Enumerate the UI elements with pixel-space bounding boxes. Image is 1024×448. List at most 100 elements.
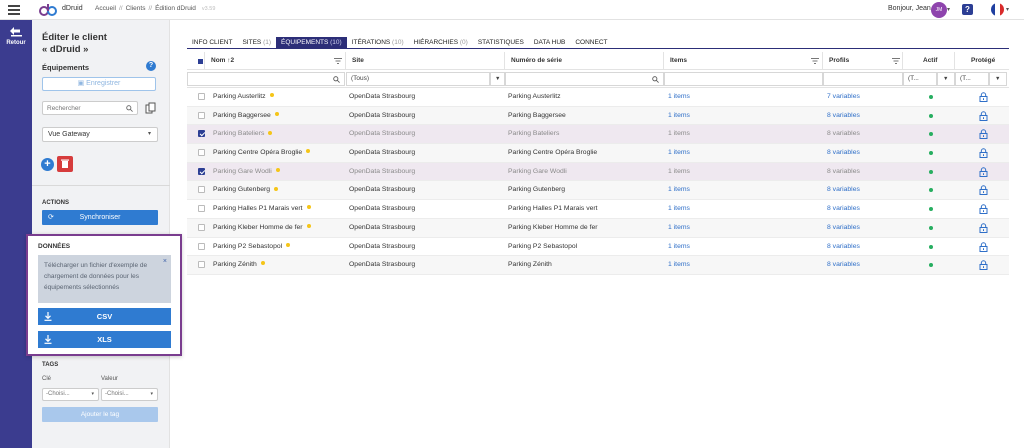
active-filter-dropdown[interactable]: ▼ — [937, 72, 955, 86]
tab-sites[interactable]: SITES (1) — [242, 39, 272, 46]
column-header-protected[interactable]: Protégé — [971, 57, 996, 64]
row-checkbox[interactable] — [198, 242, 205, 250]
tab-info-client[interactable]: INFO CLIENT — [192, 39, 233, 46]
breadcrumb-clients[interactable]: Clients — [125, 5, 146, 12]
tag-value-select[interactable]: -Choisi... ▾ — [101, 388, 158, 401]
back-button[interactable]: Retour — [0, 24, 32, 46]
search-input[interactable] — [43, 102, 125, 114]
column-header-profiles[interactable]: Profils — [823, 52, 903, 70]
cell-items-link[interactable]: 1 items — [668, 93, 690, 100]
info-icon[interactable]: ? — [146, 61, 156, 71]
breadcrumb-home[interactable]: Accueil — [95, 5, 116, 12]
cell-profiles-link[interactable]: 8 variables — [827, 167, 860, 175]
site-filter-select[interactable]: (Tous) — [346, 72, 490, 86]
lock-icon[interactable] — [979, 167, 988, 177]
cell-profiles-link[interactable]: 8 variables — [827, 186, 860, 194]
protected-filter-dropdown[interactable]: ▼ — [989, 72, 1007, 86]
lock-icon[interactable] — [979, 223, 988, 233]
lock-icon[interactable] — [979, 148, 988, 159]
cell-items-link[interactable]: 1 items — [668, 242, 690, 250]
row-checkbox[interactable] — [198, 261, 205, 269]
row-checkbox[interactable] — [198, 186, 205, 194]
filter-icon[interactable] — [811, 58, 819, 64]
add-equipment-button[interactable]: + — [41, 158, 54, 171]
cell-items-link[interactable]: 1 items — [668, 130, 690, 138]
lock-icon[interactable] — [979, 111, 988, 121]
help-button[interactable]: ? — [962, 4, 973, 15]
tab-iterations[interactable]: ITÉRATIONS (10) — [351, 39, 404, 46]
cell-items-link[interactable]: 1 items — [668, 261, 690, 269]
lock-icon[interactable] — [979, 92, 988, 102]
cell-items-link[interactable]: 1 items — [668, 223, 690, 231]
table-row[interactable]: Parking Zénith OpenData Strasbourg Parking… — [187, 256, 1009, 275]
row-checkbox[interactable] — [198, 223, 205, 231]
serial-filter-input[interactable] — [505, 72, 664, 86]
row-checkbox[interactable] — [198, 149, 205, 157]
active-filter-select[interactable]: (T... — [903, 72, 937, 86]
select-all-checkbox[interactable] — [198, 59, 203, 64]
column-header-items[interactable]: Items — [664, 52, 823, 70]
filter-icon[interactable] — [334, 58, 342, 64]
cell-profiles-link[interactable]: 8 variables — [827, 242, 860, 250]
lock-icon[interactable] — [979, 260, 988, 271]
cell-profiles-link[interactable]: 8 variables — [827, 149, 860, 157]
cell-items-link[interactable]: 1 items — [668, 111, 690, 119]
tab-data-hub[interactable]: DATA HUB — [533, 39, 566, 46]
copy-icon[interactable] — [145, 102, 156, 114]
close-icon[interactable]: × — [162, 258, 167, 265]
cell-items-link[interactable]: 1 items — [668, 149, 690, 157]
row-checkbox[interactable] — [198, 111, 205, 119]
cell-items-link[interactable]: 1 items — [668, 205, 690, 213]
table-row[interactable]: Parking P2 Sebastopol OpenData Strasbourg… — [187, 237, 1009, 257]
download-csv-button[interactable]: CSV — [38, 308, 171, 325]
add-tag-button[interactable]: Ajouter le tag — [42, 407, 158, 422]
table-row[interactable]: Parking Kleber Homme de fer OpenData Stra… — [187, 218, 1009, 238]
french-flag-icon[interactable] — [991, 3, 1004, 16]
lock-icon[interactable] — [979, 241, 988, 252]
chevron-down-icon[interactable]: ▾ — [947, 7, 951, 13]
items-filter-input[interactable] — [664, 72, 823, 86]
tag-key-select[interactable]: -Choisi... ▾ — [42, 388, 99, 401]
ddruid-logo[interactable] — [39, 4, 57, 16]
name-filter-input[interactable] — [187, 72, 345, 86]
filter-icon[interactable] — [892, 58, 900, 64]
row-checkbox[interactable] — [198, 93, 205, 100]
view-select[interactable]: Vue Gateway ▾ — [42, 127, 158, 142]
table-row[interactable]: Parking Austerlitz OpenData Strasbourg Par… — [187, 88, 1009, 107]
delete-button[interactable] — [57, 156, 73, 172]
tab-statistiques[interactable]: STATISTIQUES — [477, 39, 524, 46]
cell-items-link[interactable]: 1 items — [668, 186, 690, 194]
table-row[interactable]: Parking Halles P1 Marais vert OpenData St… — [187, 200, 1009, 219]
profiles-filter-input[interactable] — [823, 72, 903, 86]
table-row[interactable]: Parking Baggersee OpenData Strasbourg Park… — [187, 106, 1009, 126]
column-header-name[interactable]: Nom ↑2 — [205, 52, 346, 70]
lock-icon[interactable] — [979, 129, 988, 140]
column-header-site[interactable]: Site — [346, 52, 505, 70]
lock-icon[interactable] — [979, 185, 988, 196]
row-checkbox[interactable] — [198, 205, 205, 213]
cell-profiles-link[interactable]: 8 variables — [827, 111, 860, 119]
cell-profiles-link[interactable]: 8 variables — [827, 130, 860, 138]
hamburger-menu-icon[interactable] — [8, 5, 20, 15]
download-xls-button[interactable]: XLS — [38, 331, 171, 348]
lock-icon[interactable] — [979, 204, 988, 215]
cell-items-link[interactable]: 1 items — [668, 167, 690, 175]
tab-connect[interactable]: CONNECT — [575, 39, 608, 46]
site-filter-dropdown[interactable]: ▼ — [490, 72, 505, 86]
table-row[interactable]: Parking Bateliers OpenData Strasbourg Park… — [187, 125, 1009, 145]
avatar[interactable]: JM — [931, 2, 947, 18]
table-row[interactable]: Parking Gutenberg OpenData Strasbourg Park… — [187, 181, 1009, 201]
chevron-down-icon[interactable]: ▾ — [1006, 7, 1010, 13]
row-checkbox[interactable] — [198, 130, 205, 138]
tab-hierarchies[interactable]: HIÉRARCHIES (0) — [413, 39, 468, 46]
table-row[interactable]: Parking Gare Wodli OpenData Strasbourg Par… — [187, 162, 1009, 182]
column-header-serial[interactable]: Numéro de série — [505, 52, 664, 70]
protected-filter-select[interactable]: (T... — [955, 72, 989, 86]
column-header-active[interactable]: Actif — [903, 52, 955, 70]
synchronize-button[interactable]: ⟳ Synchroniser — [42, 210, 158, 225]
cell-profiles-link[interactable]: 8 variables — [827, 261, 860, 269]
row-checkbox[interactable] — [198, 167, 205, 175]
cell-profiles-link[interactable]: 7 variables — [827, 93, 860, 100]
table-row[interactable]: Parking Centre Opéra Broglie OpenData Str… — [187, 144, 1009, 163]
cell-profiles-link[interactable]: 8 variables — [827, 205, 860, 213]
